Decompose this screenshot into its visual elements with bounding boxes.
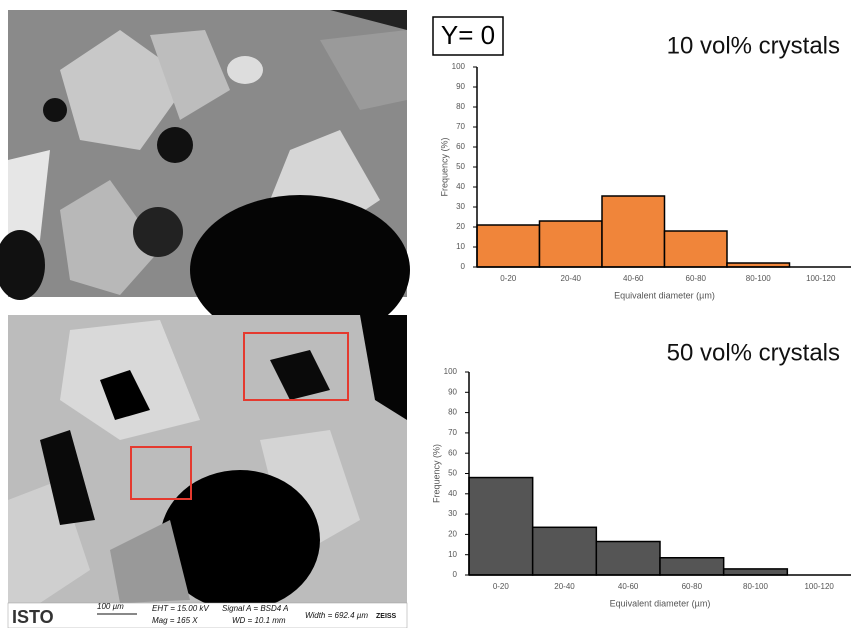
y-tick-label: 30: [448, 509, 457, 518]
y-tick-label: 10: [456, 242, 465, 251]
bar: [665, 231, 728, 267]
x-tick-label: 100-120: [806, 274, 836, 283]
y-tick-label: 60: [448, 448, 457, 457]
bar: [477, 225, 540, 267]
x-tick-label: 0-20: [493, 582, 510, 591]
x-tick-label: 80-100: [743, 582, 768, 591]
y-tick-label: 100: [444, 367, 458, 376]
x-tick-label: 100-120: [804, 582, 834, 591]
page: {"label": "Υ= 0", "sem_footer": {"logo":…: [0, 0, 851, 628]
sem-image-bottom: [8, 315, 407, 610]
y-tick-label: 90: [456, 82, 465, 91]
sem-image-top: [0, 10, 410, 345]
y-tick-label: 20: [448, 530, 457, 539]
x-tick-label: 60-80: [686, 274, 707, 283]
x-tick-label: 40-60: [623, 274, 644, 283]
bar: [469, 478, 533, 575]
scale-text: 100 µm: [97, 602, 124, 611]
y-tick-label: 0: [453, 570, 458, 579]
y-tick-label: 70: [448, 428, 457, 437]
x-tick-label: 0-20: [500, 274, 517, 283]
brand: ZEISS: [376, 613, 397, 620]
y-tick-label: 40: [448, 489, 457, 498]
y-tick-label: 90: [448, 387, 457, 396]
x-tick-label: 80-100: [746, 274, 771, 283]
figure: ISTO 100 µm EHT = 15.00 kV Mag = 165 X S…: [0, 0, 851, 628]
bar: [540, 221, 603, 267]
bar: [602, 196, 665, 267]
x-tick-label: 20-40: [554, 582, 575, 591]
x-axis-label: Equivalent diameter (µm): [614, 290, 715, 300]
y-tick-label: 80: [448, 408, 457, 417]
y-axis-label: Frequency (%): [439, 137, 449, 196]
y-axis-label: Frequency (%): [431, 444, 441, 503]
x-tick-label: 40-60: [618, 582, 639, 591]
logo: ISTO: [12, 607, 54, 627]
x-axis-label: Equivalent diameter (µm): [610, 598, 711, 608]
label: Υ= 0: [441, 20, 495, 50]
mag: Mag = 165 X: [152, 616, 198, 625]
y-tick-label: 30: [456, 202, 465, 211]
bar: [724, 569, 788, 575]
y-tick-label: 100: [452, 62, 466, 71]
eht: EHT = 15.00 kV: [152, 604, 209, 613]
y-tick-label: 50: [448, 469, 457, 478]
y-tick-label: 20: [456, 222, 465, 231]
y-tick-label: 60: [456, 142, 465, 151]
width: Width = 692.4 µm: [305, 611, 368, 620]
y-tick-label: 80: [456, 102, 465, 111]
bar: [660, 558, 724, 575]
y-tick-label: 40: [456, 182, 465, 191]
x-tick-label: 20-40: [561, 274, 582, 283]
bar: [533, 527, 597, 575]
y-tick-label: 50: [456, 162, 465, 171]
bar: [596, 542, 660, 575]
signal: Signal A = BSD4 A: [222, 604, 288, 613]
chart-title: 50 vol% crystals: [667, 339, 840, 366]
chart-title: 10 vol% crystals: [667, 32, 840, 59]
x-tick-label: 60-80: [682, 582, 703, 591]
y-tick-label: 70: [456, 122, 465, 131]
wd: WD = 10.1 mm: [232, 616, 286, 625]
y-tick-label: 0: [461, 262, 466, 271]
y-tick-label: 10: [448, 550, 457, 559]
